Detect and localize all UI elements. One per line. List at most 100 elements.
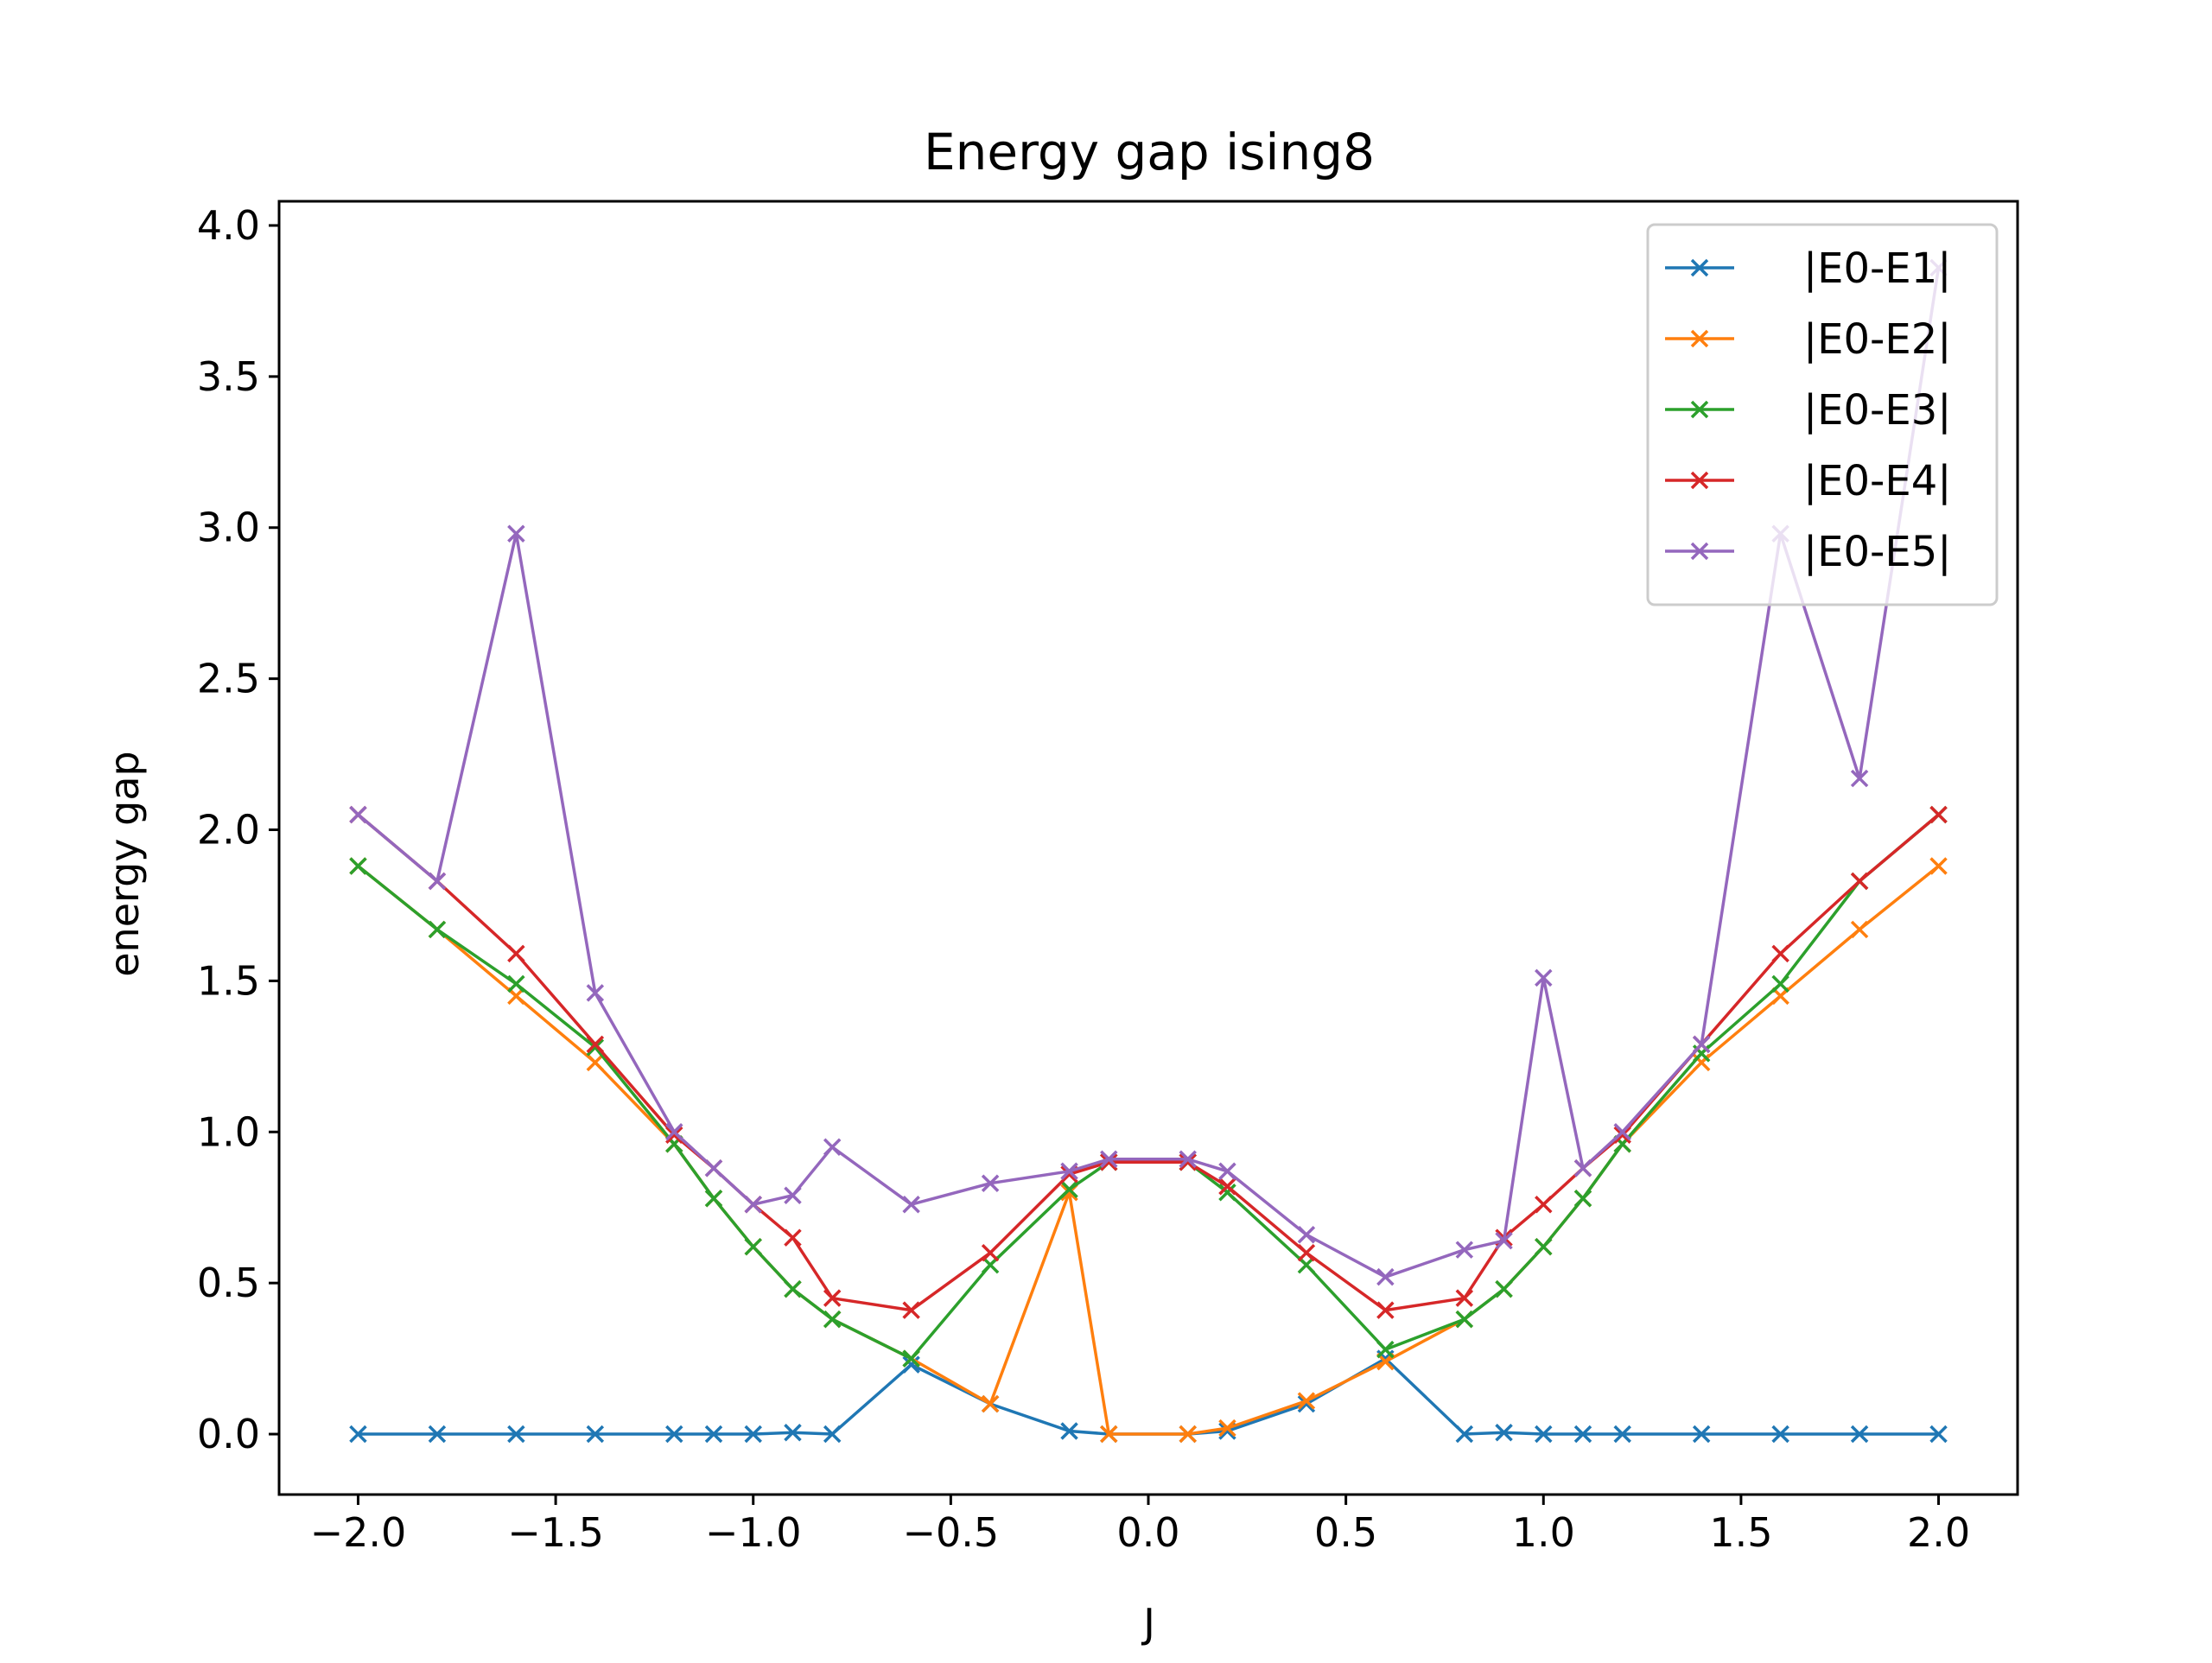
legend-label: |E0-E1| bbox=[1803, 244, 1951, 293]
data-point bbox=[1179, 1150, 1197, 1168]
data-point bbox=[1455, 1425, 1474, 1444]
data-point bbox=[784, 1279, 802, 1298]
data-point bbox=[428, 872, 447, 891]
data-point bbox=[981, 1394, 1000, 1413]
x-tick-label: 2.0 bbox=[1907, 1509, 1970, 1556]
data-point bbox=[1297, 1225, 1316, 1244]
data-point bbox=[507, 944, 525, 963]
y-tick-label: 1.0 bbox=[197, 1108, 260, 1155]
y-tick-label: 0.0 bbox=[197, 1411, 260, 1457]
y-tick-label: 1.5 bbox=[197, 957, 260, 1004]
data-point bbox=[665, 1126, 683, 1145]
data-point bbox=[586, 1035, 605, 1054]
data-point bbox=[1535, 968, 1553, 987]
x-tick-label: −1.5 bbox=[507, 1509, 604, 1556]
x-tick-label: 0.0 bbox=[1116, 1509, 1179, 1556]
data-point bbox=[704, 1189, 723, 1208]
axes: −2.0 −1.5 −1.0 −0.5 0.0 0.5 1.0 1.5 2.0 0.0 0.5 1.0… bbox=[197, 200, 2019, 1556]
data-point bbox=[507, 524, 525, 543]
data-point bbox=[1218, 1419, 1236, 1438]
plot-area bbox=[349, 258, 1948, 1444]
data-point bbox=[1100, 1153, 1118, 1171]
legend-box bbox=[1646, 223, 1999, 606]
data-point bbox=[507, 1425, 525, 1444]
data-point bbox=[1613, 1123, 1631, 1141]
data-point bbox=[1850, 920, 1869, 939]
data-point bbox=[586, 984, 605, 1002]
legend-marker bbox=[1690, 471, 1709, 490]
legend-marker bbox=[1690, 258, 1709, 277]
legend-label: |E0-E3| bbox=[1803, 386, 1951, 435]
data-point bbox=[1613, 1126, 1631, 1145]
data-point bbox=[1692, 1035, 1711, 1054]
data-point bbox=[902, 1349, 920, 1368]
data-point bbox=[1218, 1162, 1236, 1180]
data-point bbox=[586, 1053, 605, 1072]
legend-item: |E0-E2| bbox=[1665, 315, 1951, 364]
data-point bbox=[428, 1425, 447, 1444]
legend-marker bbox=[1690, 400, 1709, 419]
data-point bbox=[1455, 1241, 1474, 1259]
data-point bbox=[1929, 857, 1948, 875]
legend-item: |E0-E3| bbox=[1665, 386, 1951, 435]
data-point bbox=[902, 1355, 920, 1374]
legend: |E0-E1| |E0-E2| |E0-E3| |E0-E4| |E0-E5| bbox=[1646, 223, 1999, 606]
data-point bbox=[1179, 1425, 1197, 1444]
data-point bbox=[1297, 1243, 1316, 1262]
data-point bbox=[1218, 1177, 1236, 1196]
y-tick-label: 4.0 bbox=[197, 202, 260, 249]
data-point bbox=[1376, 1301, 1395, 1319]
data-point bbox=[1100, 1150, 1118, 1168]
data-point bbox=[823, 1310, 842, 1329]
data-point bbox=[1179, 1153, 1197, 1171]
x-axis-label: J bbox=[1141, 1600, 1155, 1647]
y-tick-label: 2.5 bbox=[197, 656, 260, 702]
data-point bbox=[1060, 1162, 1078, 1180]
legend-label: |E0-E5| bbox=[1803, 528, 1951, 576]
data-point bbox=[665, 1123, 683, 1141]
data-point bbox=[1535, 1425, 1553, 1444]
x-tick-label: 1.0 bbox=[1512, 1509, 1575, 1556]
data-point bbox=[1495, 1279, 1513, 1298]
data-point bbox=[981, 1174, 1000, 1192]
chart-title: Energy gap ising8 bbox=[924, 123, 1375, 181]
data-point bbox=[1771, 974, 1789, 993]
data-point bbox=[1218, 1183, 1236, 1202]
data-point bbox=[1613, 1425, 1631, 1444]
data-point bbox=[902, 1301, 920, 1319]
data-point bbox=[704, 1159, 723, 1177]
data-point bbox=[1455, 1289, 1474, 1307]
data-point bbox=[1850, 1425, 1869, 1444]
y-tick-label: 3.5 bbox=[197, 353, 260, 400]
data-point bbox=[1929, 1425, 1948, 1444]
series-5 bbox=[349, 258, 1948, 1286]
data-point bbox=[507, 974, 525, 993]
data-point bbox=[1060, 1422, 1078, 1440]
legend-label: |E0-E4| bbox=[1803, 457, 1951, 505]
data-point bbox=[823, 1425, 842, 1444]
data-point bbox=[1850, 872, 1869, 891]
data-point bbox=[1929, 805, 1948, 824]
data-point bbox=[1692, 1425, 1711, 1444]
y-axis-label: energy gap bbox=[101, 751, 148, 977]
x-tick-label: −1.0 bbox=[705, 1509, 802, 1556]
data-point bbox=[744, 1195, 762, 1214]
data-point bbox=[1573, 1189, 1592, 1208]
data-point bbox=[1100, 1425, 1118, 1444]
data-point bbox=[784, 1424, 802, 1442]
data-point bbox=[1060, 1180, 1078, 1198]
data-point bbox=[1771, 944, 1789, 963]
x-tick-label: 0.5 bbox=[1314, 1509, 1377, 1556]
data-point bbox=[784, 1228, 802, 1247]
data-point bbox=[1376, 1267, 1395, 1286]
data-point bbox=[1455, 1310, 1474, 1329]
y-tick-label: 2.0 bbox=[197, 807, 260, 854]
data-point bbox=[1495, 1231, 1513, 1250]
data-point bbox=[1376, 1340, 1395, 1359]
data-point bbox=[1573, 1425, 1592, 1444]
data-point bbox=[1850, 769, 1869, 788]
data-point bbox=[823, 1138, 842, 1157]
legend-item: |E0-E5| bbox=[1665, 528, 1951, 576]
data-point bbox=[981, 1243, 1000, 1262]
